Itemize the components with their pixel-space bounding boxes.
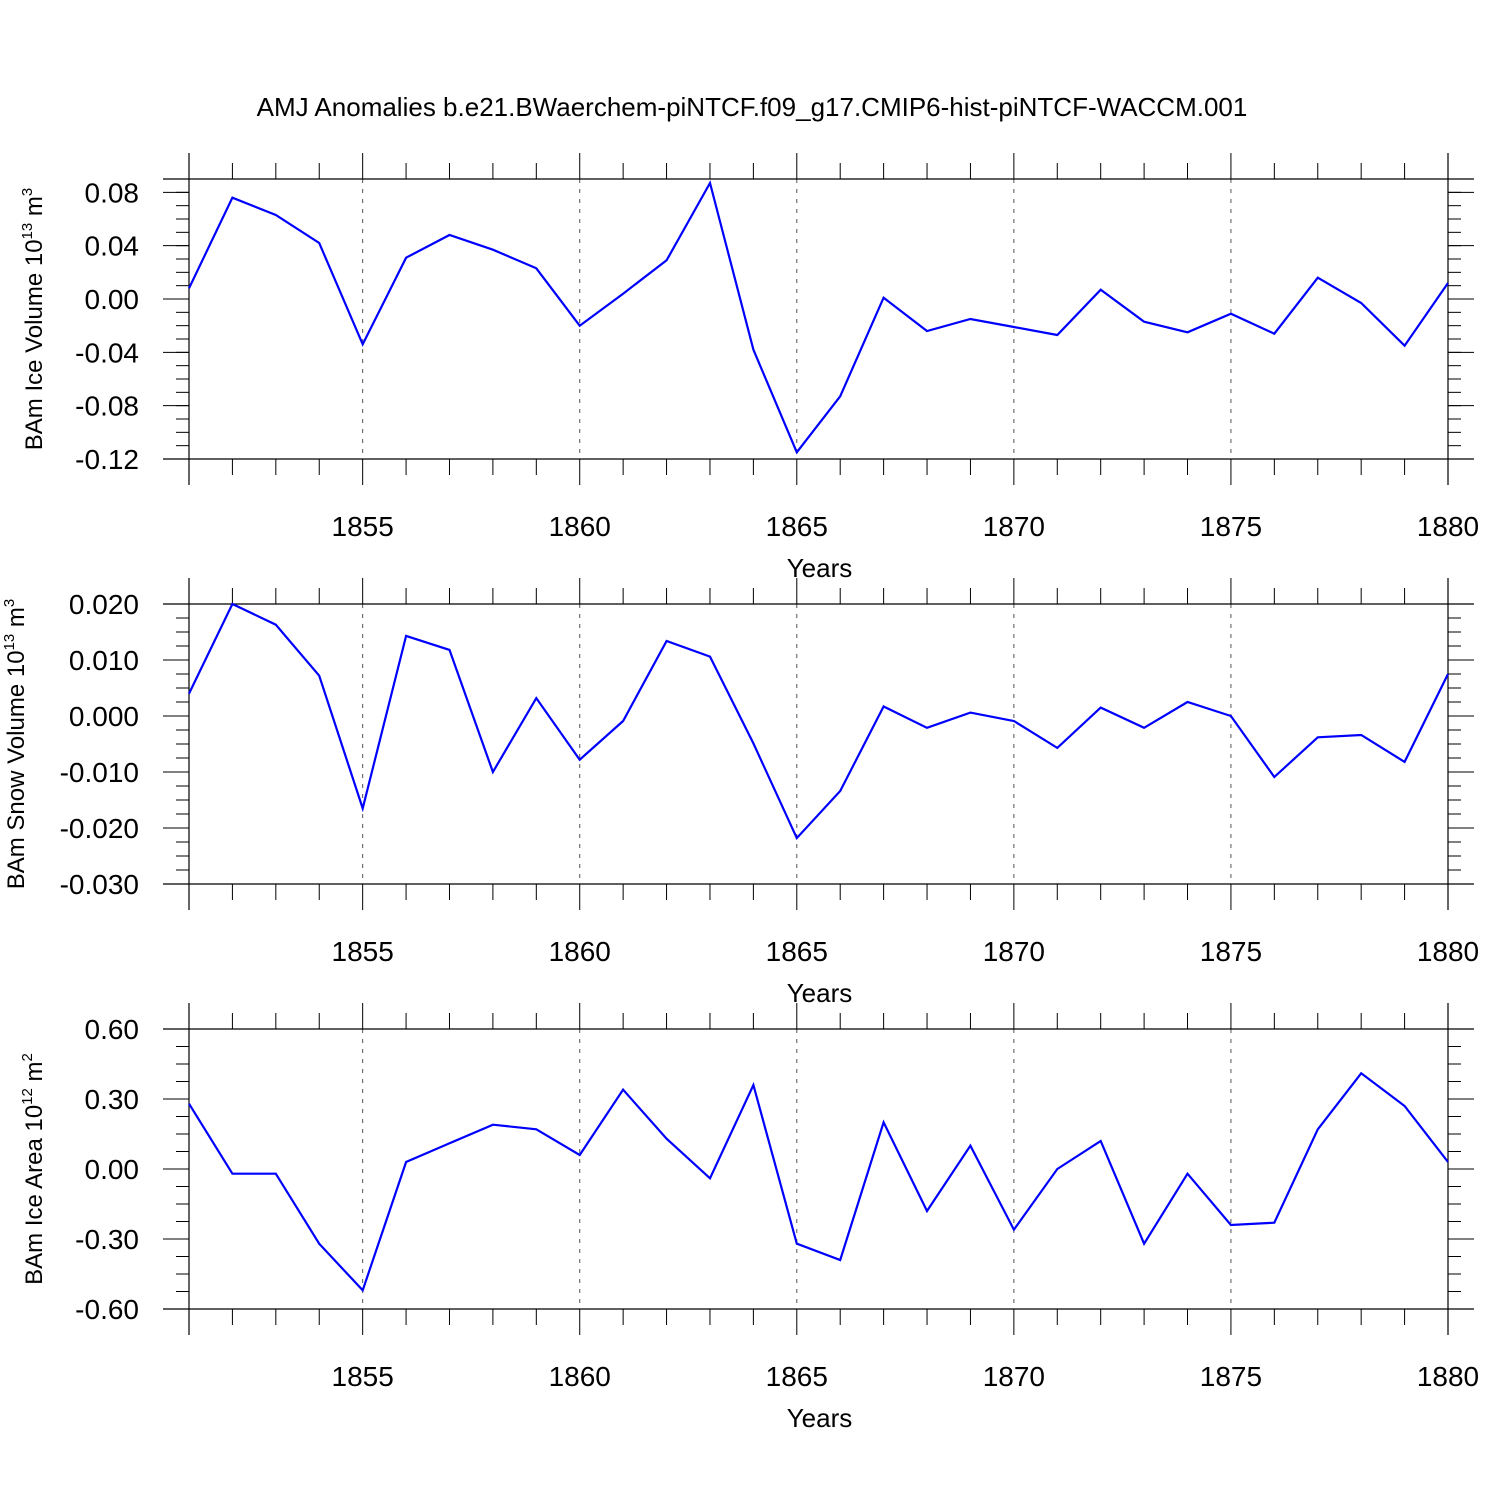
x-axis-label: Years [787, 1403, 853, 1433]
y-axis-label-superscript: 2 [19, 1053, 36, 1061]
x-tick-label-1860: 1860 [549, 1361, 611, 1392]
x-tick-label-1870: 1870 [983, 511, 1045, 542]
y-axis-label-superscript: 13 [1, 634, 18, 651]
series-line-2 [188, 602, 1449, 841]
x-tick-label-1860: 1860 [549, 511, 611, 542]
x-axis-label: Years [787, 553, 853, 583]
y-axis-label: BAm Ice Area 1012 m2 [19, 1053, 48, 1285]
y-axis-label-text: m [21, 196, 48, 223]
y-tick-label-3: 0.30 [85, 1084, 140, 1115]
x-tick-label-1880: 1880 [1417, 936, 1479, 967]
y-axis-label-superscript: 12 [19, 1088, 36, 1105]
panel-2: -0.030 -0.020 -0.010 0.000 0.010 0.020 1855 186… [1, 578, 1479, 1008]
x-tick-label-1855: 1855 [332, 511, 394, 542]
panels-container: -0.12 -0.08 -0.04 0.00 0.04 0.08 1855 1860 1865 1… [1, 153, 1479, 1433]
y-tick-label-1: -0.30 [75, 1224, 139, 1255]
panel-3: -0.60 -0.30 0.00 0.30 0.60 1855 1860 1865 1870 18… [19, 1003, 1479, 1433]
y-axis-label-superscript: 3 [19, 188, 36, 196]
y-axis-label: BAm Snow Volume 1013 m3 [1, 599, 30, 890]
x-tick-label-1855: 1855 [332, 1361, 394, 1392]
y-axis-label: BAm Ice Volume 1013 m3 [19, 188, 48, 450]
y-tick-label-4: 0.60 [85, 1014, 140, 1045]
x-tick-label-1870: 1870 [983, 1361, 1045, 1392]
x-tick-label-1875: 1875 [1200, 1361, 1262, 1392]
y-tick-label-0: -0.12 [75, 444, 139, 475]
y-tick-label-3: 0.00 [85, 284, 140, 315]
panel-1: -0.12 -0.08 -0.04 0.00 0.04 0.08 1855 1860 1865 1… [19, 153, 1479, 583]
y-tick-label-4: 0.010 [69, 645, 139, 676]
x-tick-label-1880: 1880 [1417, 1361, 1479, 1392]
x-tick-label-1865: 1865 [766, 511, 828, 542]
figure-title: AMJ Anomalies b.e21.BWaerchem-piNTCF.f09… [257, 92, 1248, 122]
y-axis-label-text: BAm Ice Area 10 [21, 1105, 48, 1285]
x-tick-label-1855: 1855 [332, 936, 394, 967]
y-axis-label-text: BAm Snow Volume 10 [3, 650, 30, 889]
x-tick-label-1860: 1860 [549, 936, 611, 967]
y-axis-label-superscript: 13 [19, 223, 36, 240]
y-tick-label-3: 0.000 [69, 701, 139, 732]
y-tick-label-2: -0.010 [60, 757, 139, 788]
y-axis-label-superscript: 3 [1, 599, 18, 607]
y-tick-label-0: -0.030 [60, 869, 139, 900]
x-tick-label-1865: 1865 [766, 1361, 828, 1392]
series-line-1 [188, 180, 1449, 455]
y-tick-label-2: -0.04 [75, 337, 139, 368]
y-tick-label-5: 0.08 [85, 177, 140, 208]
y-axis-label-text: m [3, 607, 30, 634]
y-axis-label-text: m [21, 1061, 48, 1088]
y-tick-label-0: -0.60 [75, 1294, 139, 1325]
x-axis-label: Years [787, 978, 853, 1008]
x-tick-label-1880: 1880 [1417, 511, 1479, 542]
x-tick-label-1865: 1865 [766, 936, 828, 967]
x-tick-label-1870: 1870 [983, 936, 1045, 967]
y-axis-label-text: BAm Ice Volume 10 [21, 239, 48, 450]
y-tick-label-5: 0.020 [69, 589, 139, 620]
series-line-3 [188, 1071, 1449, 1293]
y-tick-label-1: -0.020 [60, 813, 139, 844]
y-tick-label-2: 0.00 [85, 1154, 140, 1185]
x-tick-label-1875: 1875 [1200, 936, 1262, 967]
y-tick-label-4: 0.04 [85, 231, 140, 262]
y-tick-label-1: -0.08 [75, 391, 139, 422]
x-tick-label-1875: 1875 [1200, 511, 1262, 542]
